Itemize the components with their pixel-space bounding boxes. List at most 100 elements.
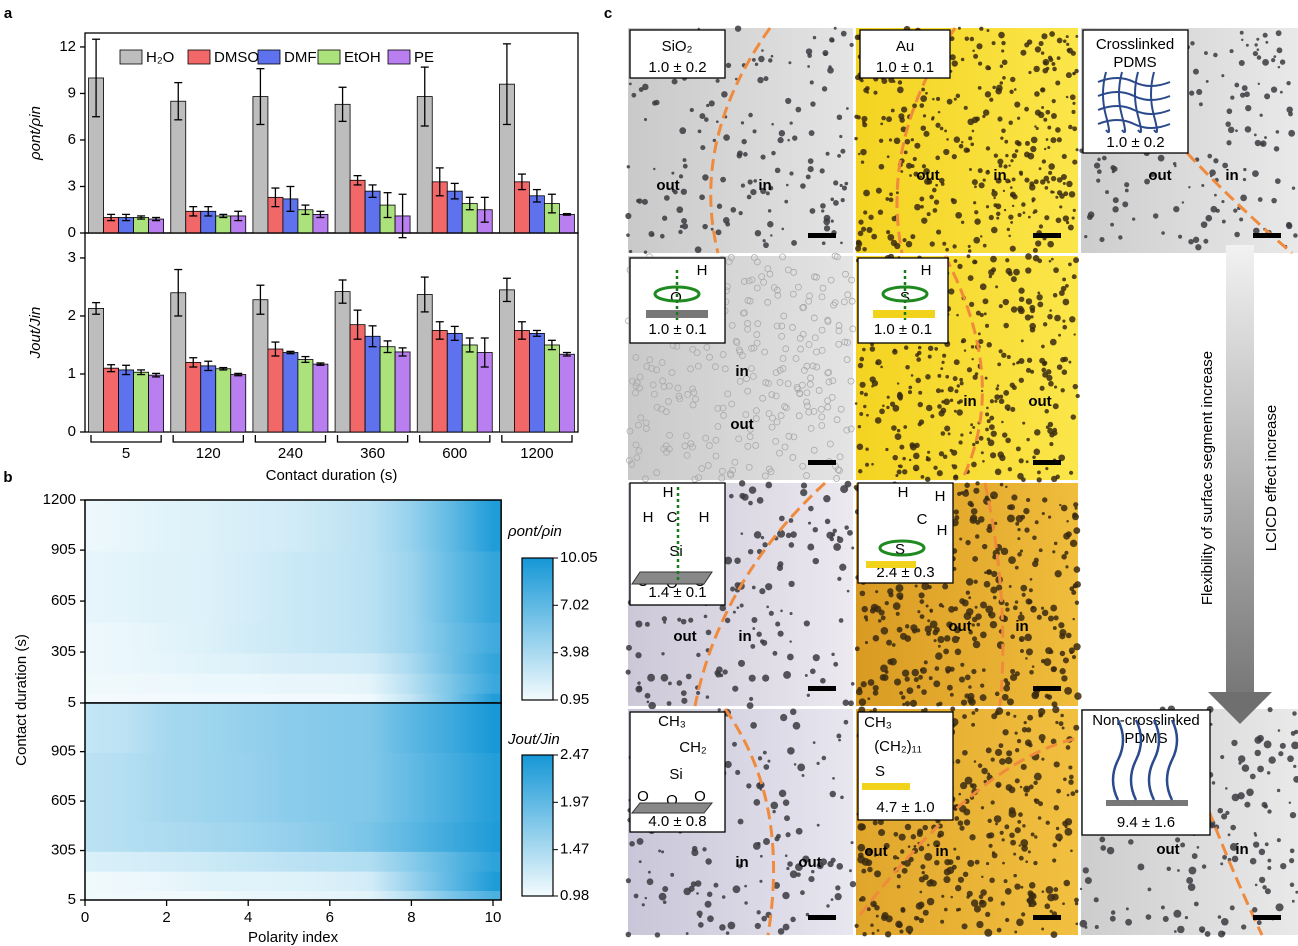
droplet bbox=[1254, 43, 1257, 46]
heat-cell bbox=[493, 500, 501, 551]
droplet bbox=[866, 227, 872, 233]
droplet bbox=[1009, 832, 1015, 838]
droplet bbox=[1040, 87, 1045, 92]
panel-letter: c bbox=[604, 5, 612, 22]
droplet bbox=[1039, 548, 1043, 552]
droplet bbox=[1051, 476, 1057, 482]
droplet bbox=[770, 234, 772, 236]
droplet bbox=[956, 908, 959, 911]
droplet bbox=[698, 922, 704, 928]
droplet bbox=[1242, 764, 1250, 772]
droplet bbox=[1023, 508, 1029, 514]
droplet bbox=[1002, 694, 1009, 701]
droplet bbox=[982, 544, 987, 549]
droplet bbox=[999, 743, 1004, 748]
droplet bbox=[1002, 432, 1007, 437]
droplet bbox=[935, 156, 940, 161]
droplet bbox=[1065, 825, 1068, 828]
droplet bbox=[626, 669, 631, 674]
droplet bbox=[1278, 729, 1281, 732]
droplet bbox=[958, 27, 961, 30]
droplet bbox=[769, 611, 774, 616]
droplet bbox=[765, 583, 772, 590]
heat-cell bbox=[411, 622, 452, 653]
droplet bbox=[1063, 299, 1070, 306]
droplet bbox=[1010, 221, 1013, 224]
droplet bbox=[982, 460, 985, 463]
droplet bbox=[1072, 102, 1075, 105]
droplet bbox=[1040, 386, 1045, 391]
droplet bbox=[999, 349, 1003, 353]
droplet bbox=[965, 540, 970, 545]
droplet bbox=[976, 43, 982, 49]
droplet bbox=[1018, 812, 1023, 817]
y-tick-label: 6 bbox=[68, 131, 76, 148]
droplet bbox=[995, 469, 1002, 476]
heat-cell bbox=[452, 851, 493, 871]
droplet bbox=[834, 27, 837, 30]
heat-cell bbox=[167, 752, 208, 822]
trend-arrow-shaft bbox=[1226, 245, 1254, 695]
droplet bbox=[921, 217, 927, 223]
droplet bbox=[970, 515, 977, 522]
colorbar bbox=[522, 755, 553, 896]
droplet bbox=[1029, 670, 1034, 675]
droplet bbox=[922, 871, 925, 874]
droplet bbox=[1158, 155, 1165, 162]
droplet bbox=[973, 375, 978, 380]
droplet bbox=[813, 558, 819, 564]
droplet bbox=[1029, 893, 1036, 900]
droplet bbox=[1286, 81, 1290, 85]
droplet bbox=[897, 382, 899, 384]
legend-label: H₂O bbox=[146, 49, 174, 66]
droplet bbox=[1274, 146, 1280, 152]
droplet bbox=[752, 586, 756, 590]
chem-atom: (CH₂)₁₁ bbox=[874, 738, 922, 755]
droplet bbox=[1238, 755, 1245, 762]
droplet bbox=[828, 65, 831, 68]
droplet bbox=[698, 129, 702, 133]
droplet bbox=[1015, 827, 1021, 833]
droplet bbox=[1027, 153, 1034, 160]
droplet bbox=[716, 229, 722, 235]
droplet bbox=[938, 831, 944, 837]
droplet bbox=[905, 139, 911, 145]
droplet bbox=[956, 314, 959, 317]
droplet bbox=[881, 116, 886, 121]
droplet bbox=[790, 709, 796, 715]
droplet bbox=[988, 896, 994, 902]
droplet bbox=[934, 347, 938, 351]
droplet bbox=[896, 612, 900, 616]
droplet bbox=[906, 163, 912, 169]
droplet bbox=[1066, 181, 1072, 187]
droplet bbox=[958, 877, 964, 883]
droplet bbox=[856, 688, 863, 695]
droplet bbox=[1026, 368, 1031, 373]
droplet bbox=[1005, 258, 1009, 262]
droplet bbox=[1013, 853, 1016, 856]
droplet bbox=[1235, 129, 1238, 132]
droplet bbox=[1005, 438, 1011, 444]
droplet bbox=[1051, 258, 1054, 261]
droplet bbox=[971, 899, 978, 906]
droplet bbox=[695, 246, 702, 253]
heat-cell bbox=[493, 871, 501, 891]
droplet bbox=[627, 165, 630, 168]
region-label: in bbox=[993, 167, 1006, 184]
droplet bbox=[1218, 808, 1224, 814]
bar bbox=[89, 308, 104, 432]
droplet bbox=[786, 867, 789, 870]
droplet bbox=[759, 880, 762, 883]
droplet bbox=[860, 149, 866, 155]
droplet bbox=[1061, 174, 1067, 180]
droplet bbox=[661, 674, 669, 682]
heat-cell bbox=[85, 851, 126, 871]
droplet bbox=[1047, 126, 1051, 130]
droplet bbox=[837, 577, 841, 581]
droplet bbox=[789, 542, 795, 548]
droplet bbox=[995, 692, 1000, 697]
x-tick-label: 360 bbox=[360, 445, 385, 462]
heat-cell bbox=[452, 752, 493, 822]
droplet bbox=[934, 860, 939, 865]
droplet bbox=[919, 103, 924, 108]
